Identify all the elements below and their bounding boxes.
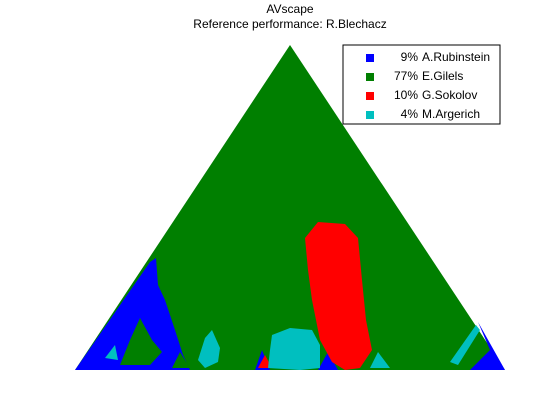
- region: [120, 318, 162, 365]
- legend-swatch: [366, 111, 374, 119]
- legend-label: M.Argerich: [422, 107, 480, 121]
- region: [105, 345, 118, 360]
- legend-value: 77%: [394, 69, 418, 83]
- region: [370, 352, 390, 368]
- legend-label: A.Rubinstein: [422, 50, 490, 64]
- legend-swatch: [366, 54, 374, 62]
- region: [198, 330, 220, 368]
- region: [318, 352, 338, 370]
- legend-value: 9%: [401, 50, 419, 64]
- legend-box: [342, 44, 501, 125]
- legend-value: 10%: [394, 88, 418, 102]
- region: [172, 352, 190, 368]
- chart-subtitle: Reference performance: R.Blechacz: [193, 17, 386, 31]
- legend-label: G.Sokolov: [422, 88, 477, 102]
- region: [450, 325, 480, 365]
- legend-swatch: [366, 73, 374, 81]
- region: [75, 258, 190, 370]
- scape: [75, 45, 505, 370]
- legend-value: 4%: [401, 107, 419, 121]
- region: [470, 322, 505, 370]
- legend-swatch: [366, 92, 374, 100]
- region: [75, 45, 505, 370]
- legend-label: E.Gilels: [422, 69, 463, 83]
- region: [305, 222, 372, 370]
- region: [268, 328, 320, 370]
- chart-title: AVscape: [266, 2, 313, 16]
